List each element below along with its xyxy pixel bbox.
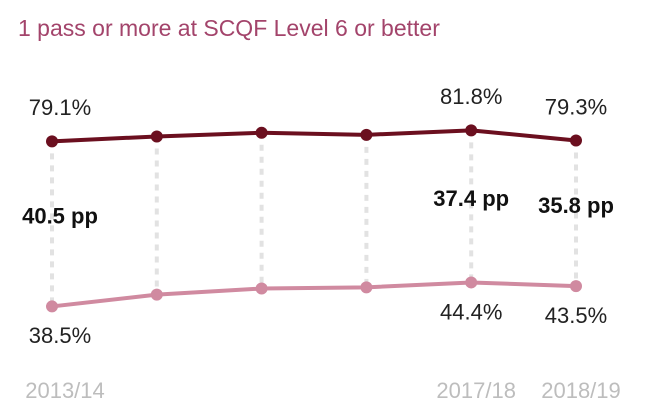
data-label: 38.5% <box>29 323 91 348</box>
series-line <box>51 280 577 309</box>
point <box>570 280 582 293</box>
point <box>255 126 268 139</box>
data-label: 44.4% <box>440 299 502 324</box>
point <box>255 282 268 295</box>
x-tick-label: 2018/19 <box>541 378 621 403</box>
x-tick-label: 2013/14 <box>25 378 105 403</box>
point <box>360 281 373 294</box>
gap-label: 40.5 pp <box>22 204 98 229</box>
point <box>465 124 478 137</box>
data-label: 79.3% <box>545 94 607 119</box>
point <box>465 276 478 289</box>
point <box>150 130 163 143</box>
point <box>150 288 163 301</box>
data-label: 43.5% <box>545 303 607 328</box>
data-label: 79.1% <box>29 95 91 120</box>
chart-title: 1 pass or more at SCQF Level 6 or better <box>18 15 440 41</box>
series-line <box>51 128 577 144</box>
data-label: 81.8% <box>440 84 502 109</box>
point <box>570 134 582 147</box>
point <box>46 300 58 313</box>
x-tick-label: 2017/18 <box>436 378 516 403</box>
point <box>360 128 373 141</box>
gap-label: 35.8 pp <box>538 193 614 218</box>
gap-label: 37.4 pp <box>433 186 509 211</box>
point <box>46 135 58 148</box>
